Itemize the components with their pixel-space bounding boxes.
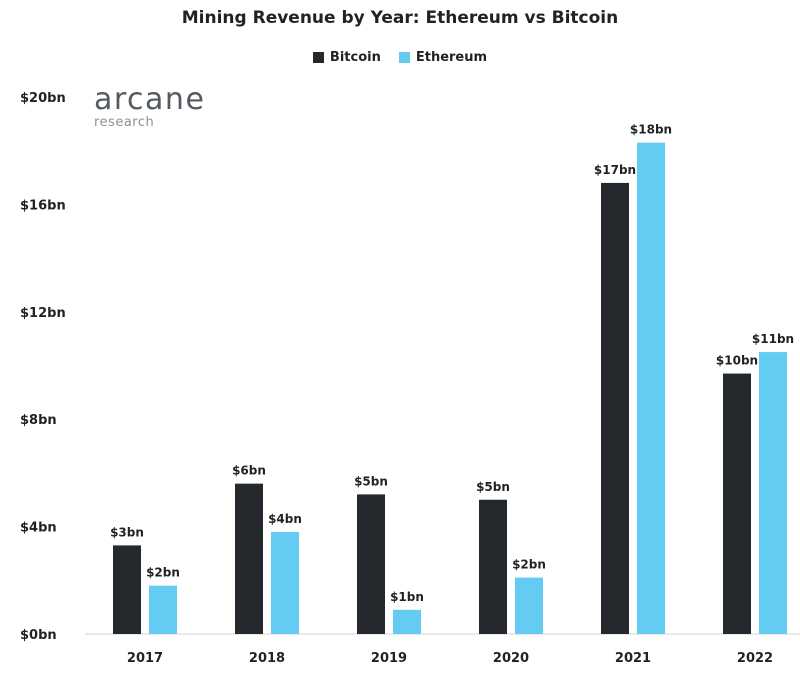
chart-title: Mining Revenue by Year: Ethereum vs Bitc…: [181, 8, 619, 28]
logo-subtitle: research: [94, 115, 155, 130]
y-tick-label: $8bn: [20, 413, 57, 428]
bar-ethereum-2017: [149, 585, 177, 634]
legend-label-bitcoin: Bitcoin: [329, 50, 381, 65]
x-tick-label: 2019: [371, 651, 407, 666]
bar-ethereum-2020: [515, 577, 543, 634]
bar-ethereum-2019: [393, 609, 421, 634]
data-label-ethereum-2021: $18bn: [630, 123, 672, 137]
y-tick-label: $0bn: [20, 628, 57, 643]
data-label-bitcoin-2019: $5bn: [354, 474, 388, 488]
data-label-ethereum-2018: $4bn: [268, 512, 302, 526]
bar-bitcoin-2022: [723, 373, 751, 634]
bar-bitcoin-2017: [113, 545, 141, 634]
legend-swatch-bitcoin: [312, 52, 324, 63]
data-label-bitcoin-2020: $5bn: [476, 480, 510, 494]
bar-ethereum-2022: [759, 352, 787, 634]
y-tick-label: $4bn: [20, 521, 57, 536]
chart-legend: Bitcoin Ethereum: [0, 50, 800, 65]
x-tick-label: 2021: [615, 651, 651, 666]
bar-bitcoin-2021: [601, 182, 629, 635]
x-tick-label: 2020: [493, 651, 529, 666]
bar-bitcoin-2019: [357, 494, 385, 634]
x-tick-label: 2022: [737, 651, 773, 666]
bar-bitcoin-2020: [479, 499, 507, 634]
data-label-ethereum-2022: $11bn: [752, 332, 794, 346]
data-label-bitcoin-2021: $17bn: [594, 163, 636, 177]
bar-ethereum-2021: [637, 142, 665, 634]
data-label-bitcoin-2022: $10bn: [716, 354, 758, 368]
bar-bitcoin-2018: [235, 483, 263, 634]
legend-item-ethereum: Ethereum: [398, 50, 488, 65]
x-tick-label: 2018: [249, 651, 285, 666]
legend-label-ethereum: Ethereum: [415, 50, 488, 65]
data-label-ethereum-2019: $1bn: [390, 590, 424, 604]
x-tick-label: 2017: [127, 651, 163, 666]
y-tick-label: $16bn: [20, 198, 66, 213]
arcane-research-logo: arcane research: [94, 84, 205, 130]
legend-item-bitcoin: Bitcoin: [312, 50, 381, 65]
data-label-bitcoin-2017: $3bn: [110, 525, 144, 539]
data-label-bitcoin-2018: $6bn: [232, 464, 266, 478]
logo-wordmark: arcane: [94, 82, 206, 117]
bar-ethereum-2018: [271, 531, 299, 634]
y-tick-label: $20bn: [20, 91, 66, 106]
data-label-ethereum-2017: $2bn: [146, 566, 180, 580]
data-label-ethereum-2020: $2bn: [512, 558, 546, 572]
y-tick-label: $12bn: [20, 306, 66, 321]
legend-swatch-ethereum: [398, 52, 410, 63]
